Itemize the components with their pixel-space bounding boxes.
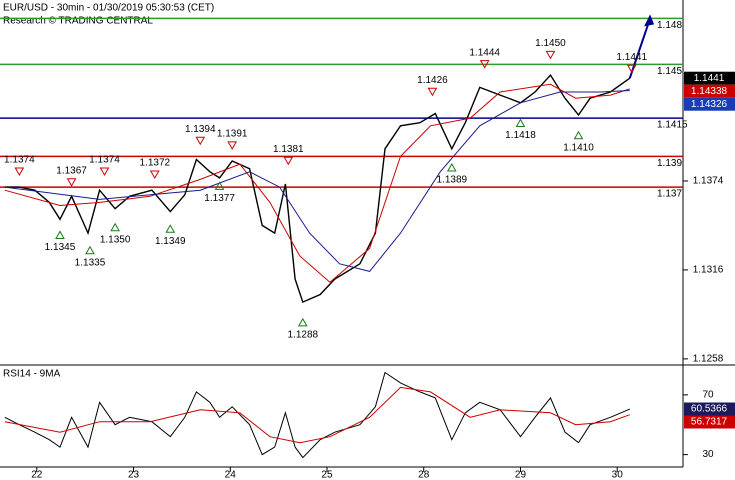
trough-marker — [446, 162, 457, 172]
trough-label: 1.1288 — [288, 329, 319, 340]
arrow-head — [644, 14, 655, 27]
x-tick-label: 28 — [418, 470, 430, 480]
level-label: 1.137 — [657, 189, 682, 200]
moving-average — [4, 83, 630, 283]
moving-average — [4, 90, 630, 272]
peak-label: 1.1426 — [417, 75, 448, 86]
price-tag-label: 1.14326 — [691, 99, 728, 110]
trough-marker — [55, 230, 65, 239]
price-tag-label: 1.14338 — [691, 86, 728, 97]
peak-marker — [227, 141, 238, 150]
x-tick-label: 23 — [128, 470, 140, 480]
trough-marker — [297, 317, 308, 327]
trough-label: 1.1335 — [75, 257, 106, 268]
level-label: 1.145 — [657, 66, 682, 77]
peak-marker — [479, 60, 490, 69]
peak-marker — [195, 136, 206, 146]
trough-label: 1.1350 — [100, 234, 131, 245]
x-tick-label: 29 — [515, 470, 527, 480]
peak-marker — [545, 50, 556, 60]
peak-marker — [626, 64, 637, 74]
peak-marker — [66, 178, 77, 187]
price-tag — [684, 97, 735, 111]
projection-arrow — [628, 18, 652, 79]
x-tick-label: 24 — [225, 470, 237, 480]
trough-marker — [573, 130, 584, 140]
trough-label: 1.1410 — [563, 142, 594, 153]
peak-marker — [149, 170, 160, 180]
rsi-tag-label: 56.7317 — [691, 417, 728, 428]
rsi-title: RSI14 - 9MA — [3, 369, 61, 380]
peak-label: 1.1374 — [4, 155, 35, 166]
price-tag-label: 1.1441 — [694, 73, 725, 84]
rsi-tick-label: 70 — [702, 390, 714, 401]
rsi-line — [4, 386, 630, 444]
level-label: 1.1415 — [657, 120, 688, 131]
peak-marker — [14, 167, 25, 176]
x-tick-label: 22 — [31, 470, 43, 480]
trough-label: 1.1389 — [436, 175, 467, 186]
trough-label: 1.1418 — [505, 130, 536, 141]
trough-label: 1.1345 — [45, 242, 76, 253]
peak-label: 1.1391 — [217, 129, 248, 140]
price-tag — [684, 71, 735, 85]
trough-marker — [165, 224, 176, 233]
peak-marker — [99, 167, 110, 176]
level-label: 1.139 — [657, 158, 682, 169]
peak-label: 1.1367 — [56, 165, 87, 176]
peak-marker — [427, 87, 438, 97]
trough-marker — [214, 181, 225, 190]
x-tick-label: 30 — [612, 470, 624, 480]
peak-label: 1.1394 — [185, 124, 216, 135]
peak-label: 1.1372 — [139, 158, 170, 169]
rsi-tick-label: 30 — [702, 449, 714, 460]
peak-label: 1.1450 — [535, 38, 566, 49]
rsi-tag-label: 60.5366 — [691, 404, 728, 415]
x-tick-label: 25 — [321, 470, 333, 480]
trough-marker — [515, 118, 526, 127]
trough-label: 1.1377 — [204, 193, 235, 204]
peak-marker — [283, 156, 294, 166]
level-label: 1.148 — [657, 20, 682, 31]
trough-marker — [110, 222, 120, 232]
peak-label: 1.1441 — [616, 52, 647, 63]
rsi-tag — [684, 415, 735, 429]
y-tick-label: 1.1374 — [693, 176, 724, 187]
peak-label: 1.1444 — [469, 47, 500, 58]
price-tag — [684, 84, 735, 98]
y-tick-label: 1.1316 — [693, 265, 724, 276]
trough-label: 1.1349 — [155, 236, 186, 247]
chart-subtitle: Research © TRADING CENTRAL — [3, 16, 153, 27]
peak-label: 1.1381 — [273, 144, 304, 155]
y-tick-label: 1.1258 — [693, 354, 724, 365]
trough-marker — [85, 245, 95, 255]
rsi-tag — [684, 402, 735, 416]
peak-label: 1.1374 — [89, 155, 120, 166]
chart-title: EUR/USD - 30min - 01/30/2019 05:30:53 (C… — [3, 3, 214, 14]
rsi-line — [4, 371, 630, 459]
